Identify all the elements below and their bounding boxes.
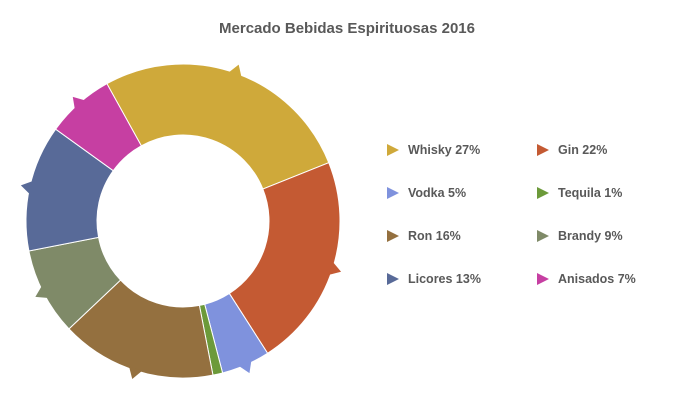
legend-label: Vodka 5% <box>408 186 467 200</box>
slice-pointer-whisky <box>228 64 242 78</box>
slice-pointer-brandy <box>35 285 49 299</box>
legend-label: Brandy 9% <box>558 229 623 243</box>
legend-label: Licores 13% <box>408 272 481 286</box>
legend-item-anisados: Anisados 7% <box>536 269 636 289</box>
slice-pointer-vodka <box>238 360 252 374</box>
donut-slice-gin <box>228 162 341 354</box>
legend-label: Anisados 7% <box>558 272 636 286</box>
legend-item-brandy: Brandy 9% <box>536 226 623 246</box>
slice-pointer-anisados <box>72 96 86 110</box>
slice-pointer-licores <box>20 180 34 195</box>
legend-item-gin: Gin 22% <box>536 140 607 160</box>
legend-marker-whisky <box>387 144 399 156</box>
legend-marker-vodka <box>387 187 399 199</box>
legend-marker-tequila <box>537 187 549 199</box>
legend-item-vodka: Vodka 5% <box>386 183 466 203</box>
donut-chart <box>20 63 342 380</box>
donut-slice-whisky <box>106 63 330 190</box>
legend-marker-ron <box>387 230 399 242</box>
legend-label: Whisky 27% <box>408 143 481 157</box>
legend-label: Tequila 1% <box>558 186 623 200</box>
slice-pointer-ron <box>128 366 143 380</box>
legend-label: Gin 22% <box>558 143 608 157</box>
legend-item-whisky: Whisky 27% <box>386 140 480 160</box>
legend-marker-licores <box>387 273 399 285</box>
legend-marker-anisados <box>537 273 549 285</box>
legend-label: Ron 16% <box>408 229 461 243</box>
slice-pointer-gin <box>328 261 342 276</box>
legend-marker-gin <box>537 144 549 156</box>
chart-title: Mercado Bebidas Espirituosas 2016 <box>219 20 475 37</box>
legend-item-tequila: Tequila 1% <box>536 183 622 203</box>
legend-marker-brandy <box>537 230 549 242</box>
legend-item-licores: Licores 13% <box>386 269 481 289</box>
legend-item-ron: Ron 16% <box>386 226 461 246</box>
